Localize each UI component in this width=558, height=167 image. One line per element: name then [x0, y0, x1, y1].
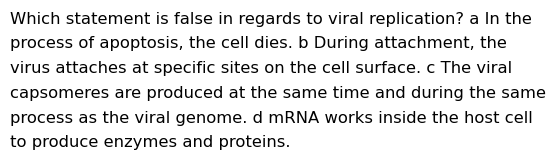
Text: capsomeres are produced at the same time and during the same: capsomeres are produced at the same time… — [10, 86, 546, 101]
Text: Which statement is false in regards to viral replication? a In the: Which statement is false in regards to v… — [10, 12, 532, 27]
Text: process as the viral genome. d mRNA works inside the host cell: process as the viral genome. d mRNA work… — [10, 111, 533, 126]
Text: to produce enzymes and proteins.: to produce enzymes and proteins. — [10, 135, 291, 150]
Text: virus attaches at specific sites on the cell surface. c The viral: virus attaches at specific sites on the … — [10, 61, 512, 76]
Text: process of apoptosis, the cell dies. b During attachment, the: process of apoptosis, the cell dies. b D… — [10, 36, 507, 51]
